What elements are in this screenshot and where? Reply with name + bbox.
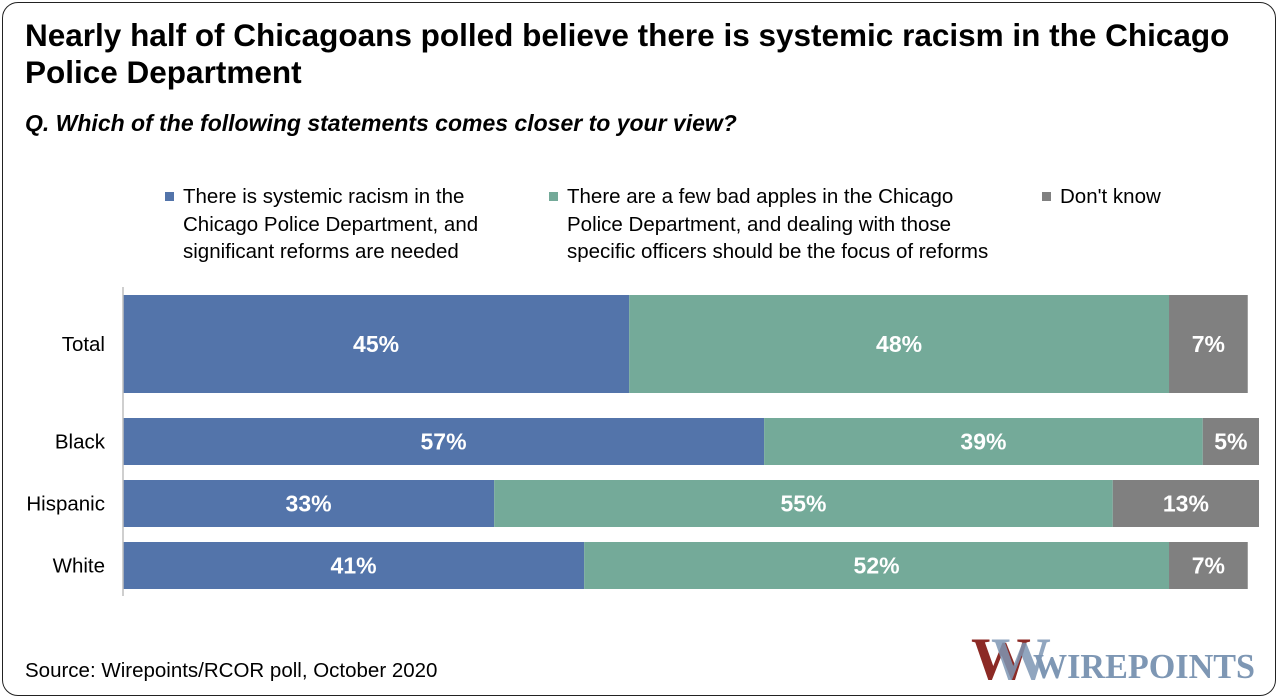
bar-hispanic-series-3 <box>1112 480 1259 527</box>
logo-mark-blue: W <box>991 626 1051 687</box>
bar-black-series-2 <box>764 418 1203 465</box>
legend-label-systemic-racism: There is systemic racism in the Chicago … <box>183 185 479 263</box>
legend-swatch-bad-apples <box>549 192 558 201</box>
legend-swatch-dont-know <box>1042 192 1051 201</box>
data-label-black-series-2: 39% <box>960 429 1006 455</box>
bar-white-series-1 <box>123 542 585 589</box>
bar-total-series-2 <box>629 295 1170 393</box>
bar-white-series-3 <box>1169 542 1248 589</box>
data-label-white-series-3: 7% <box>1192 553 1225 579</box>
data-label-white-series-1: 41% <box>331 553 377 579</box>
bar-black-series-3 <box>1202 418 1259 465</box>
legend-item-bad-apples: There are a few bad apples in the Chicag… <box>549 183 988 266</box>
source-note: Source: Wirepoints/RCOR poll, October 20… <box>25 659 438 682</box>
data-label-hispanic-series-2: 55% <box>780 491 826 517</box>
bar-black-series-1 <box>123 418 765 465</box>
data-label-black-series-1: 57% <box>421 429 467 455</box>
logo-wordmark: WIREPOINTS <box>1033 647 1255 686</box>
legend-label-bad-apples: There are a few bad apples in the Chicag… <box>567 185 989 263</box>
legend-item-systemic-racism: There is systemic racism in the Chicago … <box>165 183 478 266</box>
data-label-total-series-1: 45% <box>353 331 399 357</box>
category-label-black: Black <box>55 431 106 454</box>
category-label-hispanic: Hispanic <box>26 493 105 516</box>
wirepoints-logo: W W WIREPOINTS <box>971 626 1255 687</box>
logo-mark-red: W <box>971 626 1031 687</box>
legend-item-dont-know: Don't know <box>1042 183 1161 211</box>
stacked-bar-chart: 45% 48% 7% Total 57% 39% 5% Black 33% 55% 13% Hispa… <box>26 287 1259 596</box>
bar-total-series-1 <box>123 295 630 393</box>
data-label-black-series-3: 5% <box>1214 429 1247 455</box>
data-label-white-series-2: 52% <box>854 553 900 579</box>
data-label-hispanic-series-1: 33% <box>286 491 332 517</box>
bar-total-series-3 <box>1169 295 1248 393</box>
legend-swatch-systemic-racism <box>165 192 174 201</box>
bar-white-series-2 <box>584 542 1170 589</box>
category-label-total: Total <box>62 333 105 356</box>
data-label-total-series-2: 48% <box>876 331 922 357</box>
bar-hispanic-series-1 <box>123 480 495 527</box>
bar-hispanic-series-2 <box>494 480 1113 527</box>
legend-label-dont-know: Don't know <box>1060 185 1161 208</box>
category-label-white: White <box>53 555 105 578</box>
data-label-total-series-3: 7% <box>1192 331 1225 357</box>
data-label-hispanic-series-3: 13% <box>1163 491 1209 517</box>
chart-subtitle: Q. Which of the following statements com… <box>25 110 737 136</box>
chart-title: Nearly half of Chicagoans polled believe… <box>25 17 1230 90</box>
